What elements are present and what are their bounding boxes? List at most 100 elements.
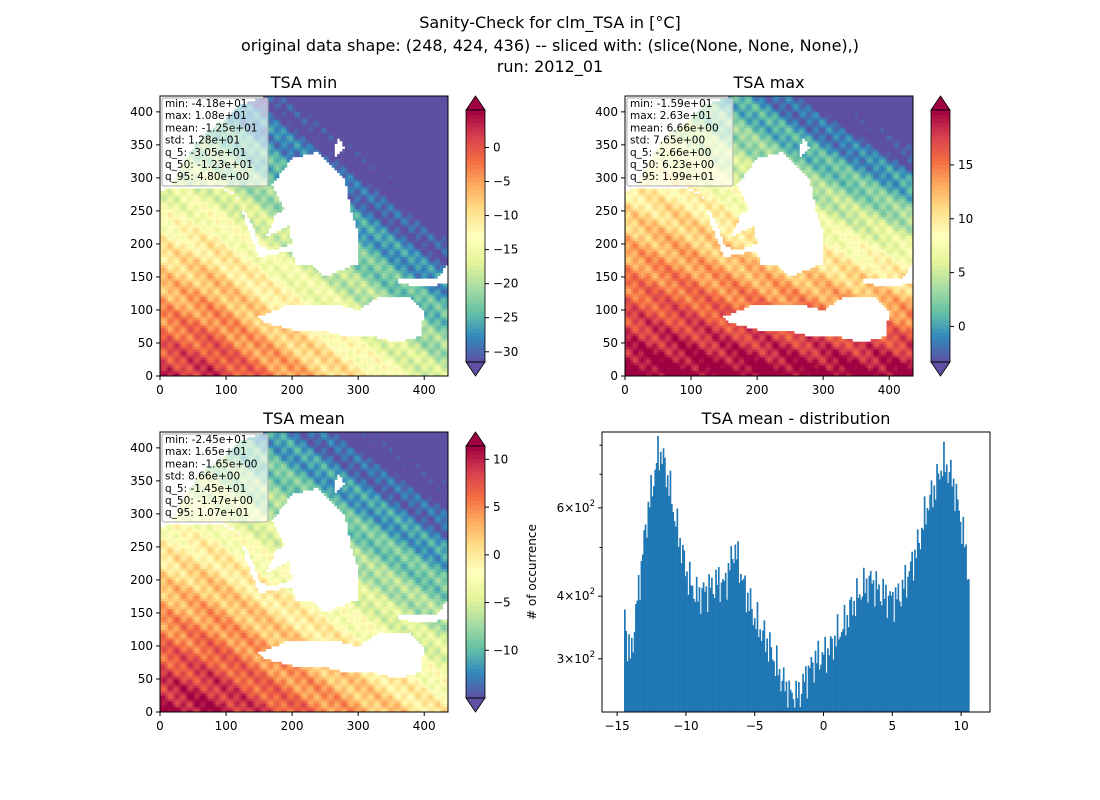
map-cell (437, 191, 441, 195)
map-cell (318, 103, 322, 107)
map-cell (400, 188, 404, 192)
map-cell (305, 111, 309, 115)
map-cell (350, 101, 354, 105)
map-cell (191, 254, 195, 258)
map-cell (162, 251, 166, 255)
map-cell (437, 140, 441, 144)
map-cell (440, 201, 444, 205)
map-cell (313, 140, 317, 144)
map-cell (413, 119, 417, 123)
map-cell (387, 143, 391, 147)
map-cell (321, 101, 325, 105)
map-cell (426, 201, 430, 205)
map-cell (331, 117, 335, 121)
map-cell (424, 130, 428, 134)
map-cell (196, 254, 201, 258)
map-cell (418, 148, 422, 152)
map-cell (403, 151, 407, 155)
map-cell (186, 212, 190, 216)
map-cell (310, 122, 314, 126)
map-cell (411, 127, 415, 131)
map-cell (434, 238, 438, 242)
map-cell (389, 109, 393, 113)
map-cell (440, 122, 444, 126)
map-cell (397, 114, 401, 118)
map-cell (236, 254, 240, 258)
map-cell (429, 169, 433, 173)
map-cell (294, 111, 298, 115)
map-cell (210, 188, 214, 192)
map-cell (389, 117, 393, 121)
map-cell (416, 254, 420, 258)
map-cell (397, 183, 401, 187)
map-cell (374, 138, 378, 142)
map-cell (376, 143, 380, 147)
map-cell (339, 117, 343, 121)
map-cell (424, 228, 428, 232)
map-cell (186, 206, 190, 210)
map-cell (445, 109, 449, 113)
map-cell (165, 233, 169, 237)
map-cell (376, 138, 380, 142)
map-cell (387, 193, 391, 197)
map-cell (220, 254, 224, 258)
map-cell (360, 191, 364, 195)
map-cell (395, 135, 399, 139)
map-cell (270, 238, 275, 242)
map-cell (416, 180, 420, 184)
map-cell (418, 132, 422, 137)
map-cell (255, 225, 259, 229)
map-cell (440, 228, 444, 232)
map-cell (220, 193, 224, 197)
map-cell (429, 204, 433, 208)
map-cell (440, 196, 444, 200)
map-cell (220, 196, 224, 200)
map-cell (194, 251, 198, 255)
map-cell (384, 119, 388, 123)
map-cell (189, 209, 193, 213)
map-cell (284, 162, 288, 166)
map-cell (363, 246, 367, 250)
map-cell (307, 140, 311, 144)
map-cell (220, 225, 224, 229)
map-cell (231, 188, 235, 192)
map-cell (331, 125, 335, 129)
map-cell (381, 106, 385, 110)
map-cell (300, 143, 304, 147)
map-cell (281, 138, 285, 142)
map-cell (181, 196, 185, 200)
map-cell (305, 135, 309, 139)
map-cell (392, 251, 396, 255)
map-cell (218, 228, 222, 232)
map-cell (218, 238, 222, 242)
map-cell (215, 238, 219, 242)
map-cell (286, 146, 290, 150)
map-cell (363, 209, 367, 213)
map-cell (387, 238, 391, 242)
map-cell (334, 109, 338, 113)
map-cell (397, 254, 401, 258)
map-cell (268, 185, 272, 189)
map-cell (426, 243, 430, 247)
map-cell (170, 249, 174, 253)
map-cell (204, 241, 208, 245)
map-cell (397, 185, 401, 189)
map-cell (379, 214, 383, 218)
map-cell (196, 201, 201, 205)
map-cell (183, 193, 187, 197)
map-cell (326, 122, 330, 126)
map-cell (408, 249, 412, 253)
map-cell (321, 130, 325, 134)
map-cell (313, 132, 317, 137)
map-cell (363, 241, 367, 245)
map-cell (204, 228, 208, 232)
map-cell (344, 98, 348, 102)
map-cell (218, 188, 222, 192)
map-cell (384, 103, 388, 107)
map-cell (331, 96, 335, 100)
map-cell (226, 220, 230, 224)
map-cell (421, 130, 425, 134)
map-cell (442, 151, 446, 155)
map-cell (437, 228, 441, 232)
map-cell (421, 196, 425, 200)
